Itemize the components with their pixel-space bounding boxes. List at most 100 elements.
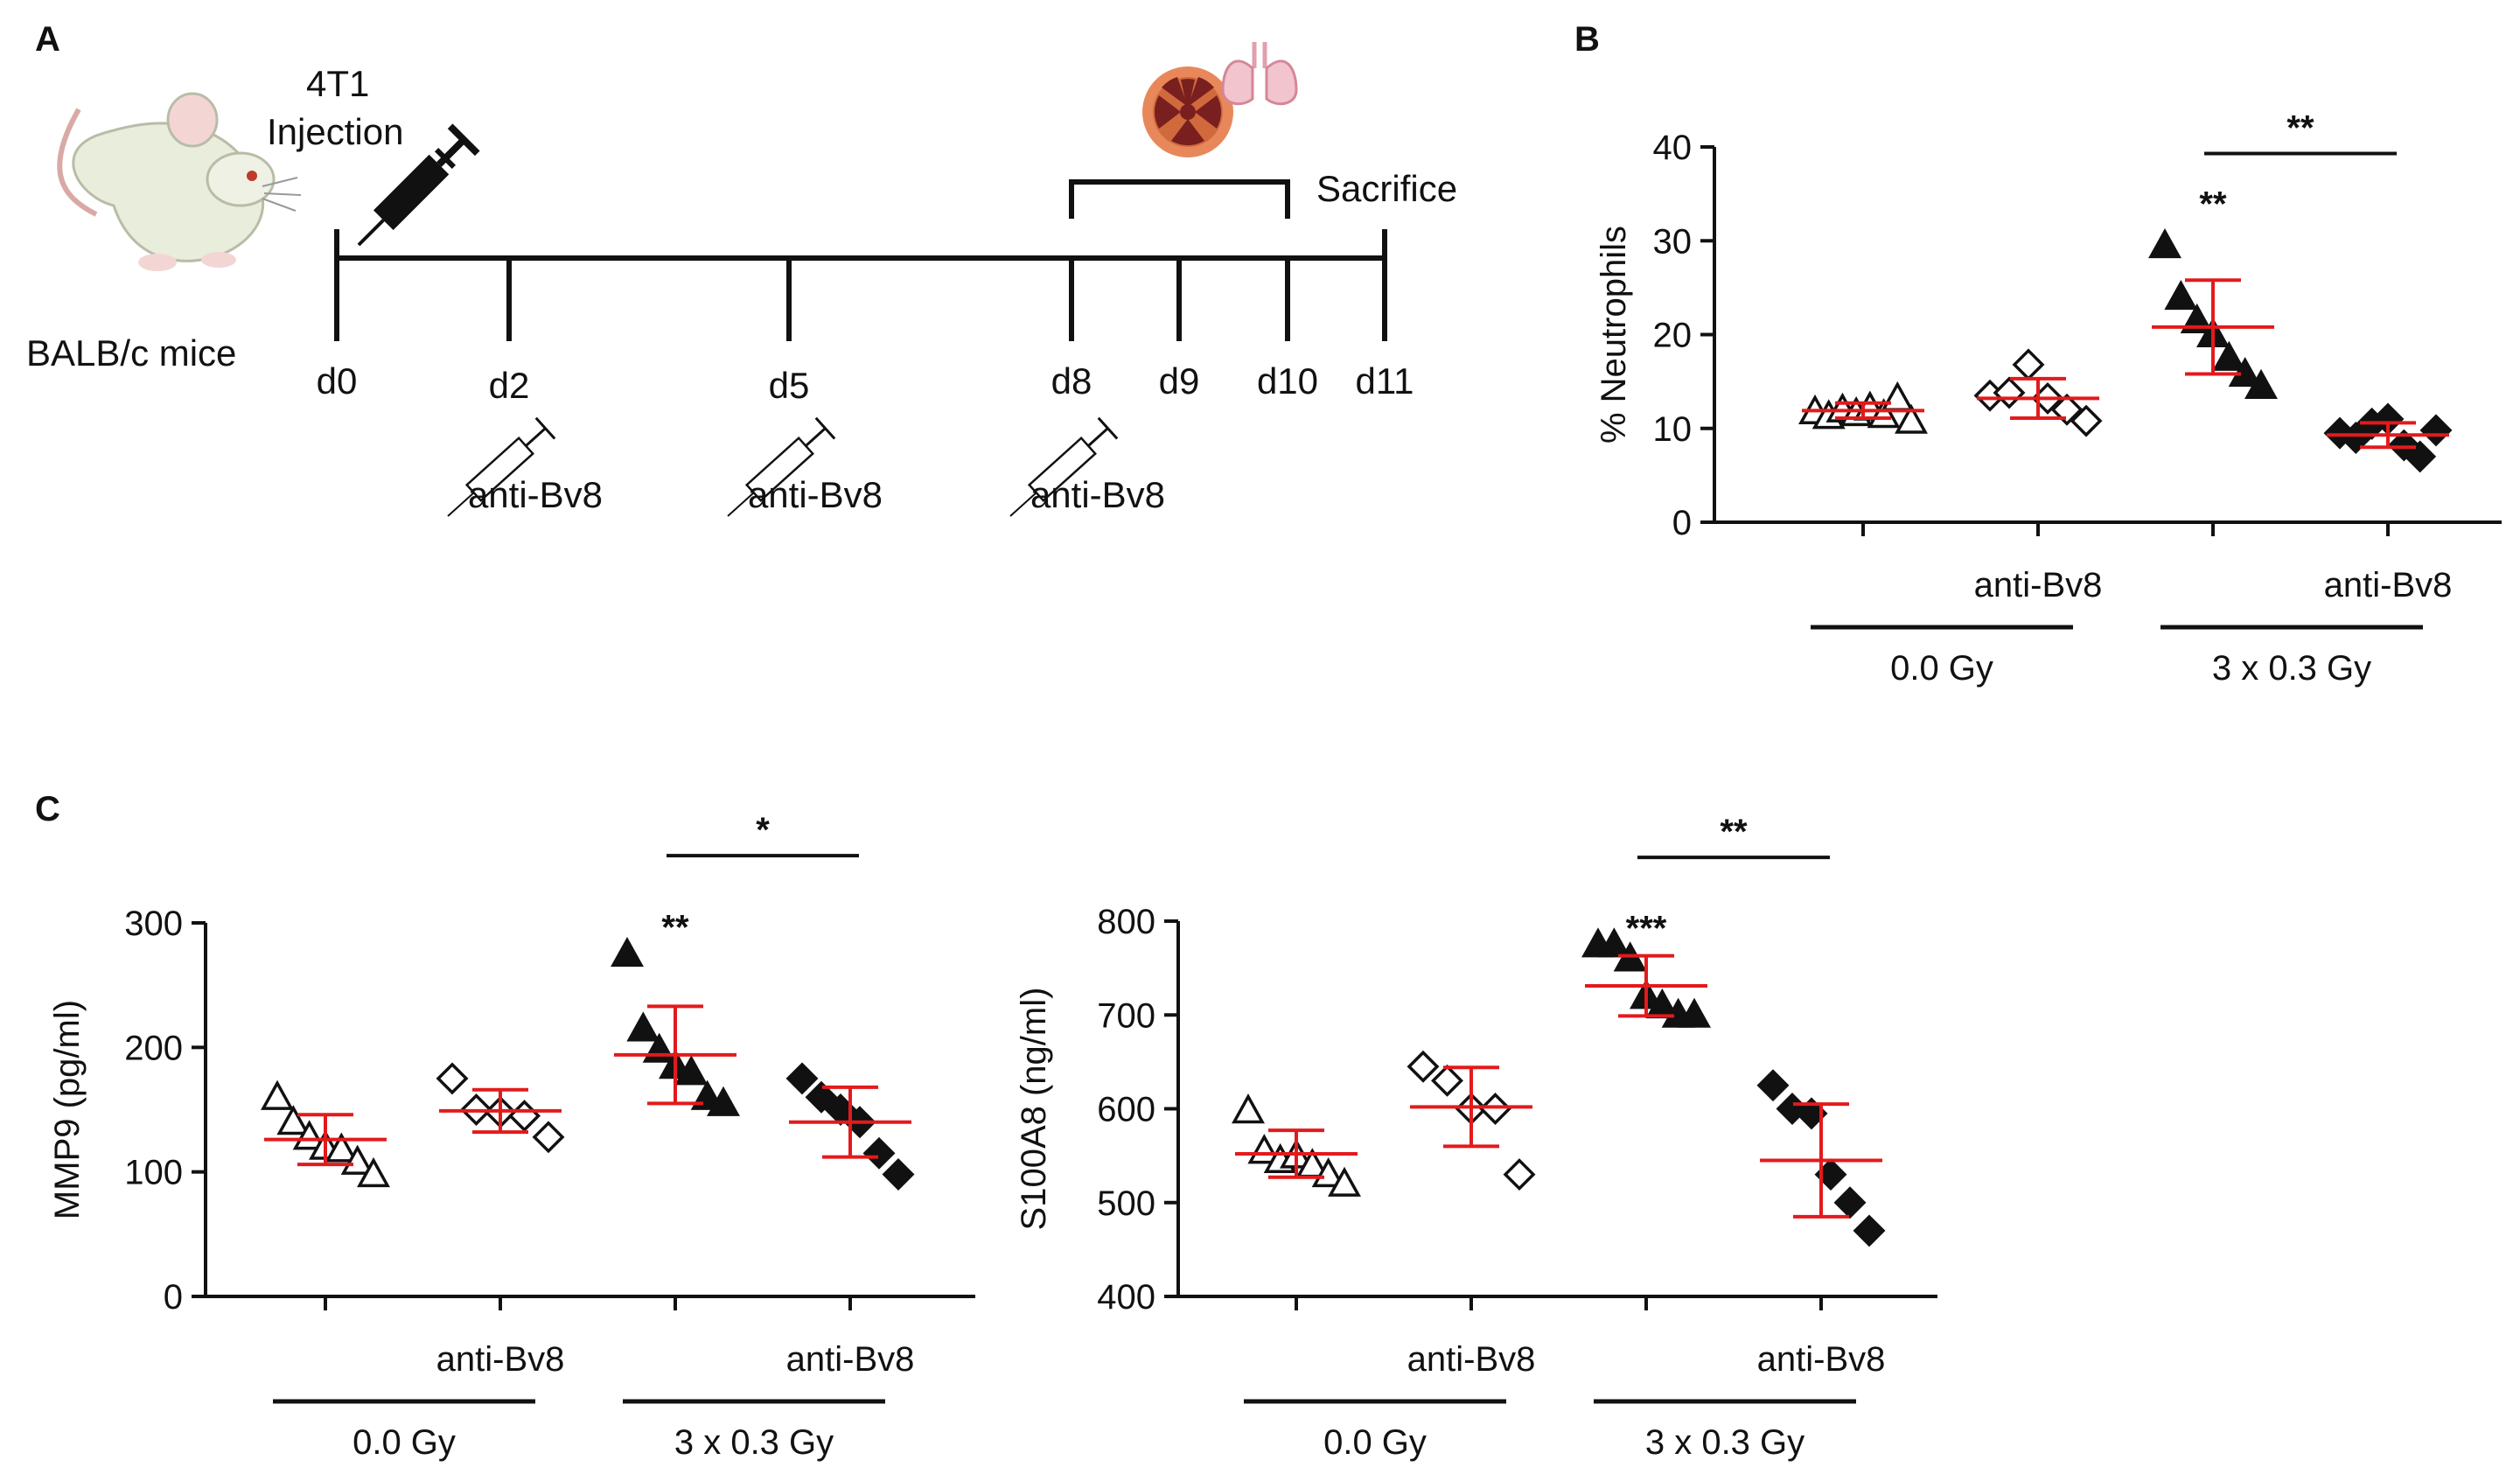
syringe-plunger-cap [814, 416, 836, 440]
b-data-point [2164, 279, 2198, 311]
syringe-icon [357, 123, 480, 247]
syringe-needle [727, 492, 755, 517]
treatment-label-d5: anti-Bv8 [748, 474, 883, 515]
panel-a-letter: A [35, 20, 60, 59]
c-left-y-axis-title: MMP9 (pg/ml) [48, 1000, 87, 1219]
lungs-icon [1221, 42, 1298, 106]
panel-a: A BALB/c mice 4T1 Injection [26, 20, 1457, 517]
b-y-tick-label: 20 [1653, 317, 1693, 355]
day-label-d8: d8 [1051, 360, 1092, 402]
b-data-point [2012, 348, 2045, 381]
syringe-plunger-cap [1097, 416, 1119, 440]
c-right-data-point [1232, 1093, 1265, 1124]
c-left-data-point [276, 1105, 311, 1135]
c-right-y-tick-label: 600 [1097, 1091, 1155, 1129]
c-right-treatment-label: anti-Bv8 [1407, 1340, 1536, 1379]
panel-b-letter: B [1574, 20, 1600, 59]
c-right-group-label: 0.0 Gy [1323, 1423, 1427, 1462]
c-left-data-point [785, 1062, 819, 1095]
c-right-data-point [1311, 1156, 1345, 1188]
syringe-plunger [525, 427, 547, 447]
c-right-y-tick-label: 500 [1097, 1184, 1155, 1223]
c-left-data-point [508, 1100, 541, 1133]
day-label-d9: d9 [1159, 360, 1200, 402]
day-label-d11: d11 [1356, 360, 1414, 402]
c-right-data-point [1853, 1214, 1886, 1247]
b-data-point [1895, 403, 1928, 434]
c-right-y-tick-label: 400 [1097, 1278, 1155, 1317]
c-left-significance-stars: ** [661, 908, 689, 947]
syringe-plunger-cap [534, 416, 556, 440]
b-data-point [1867, 398, 1901, 429]
c-right-data-point [1756, 1069, 1790, 1102]
chart-neutrophils: 0 10 20 30 40 % Neutrophils anti-Bv8 anti-Bv8 0.… [1595, 109, 2502, 688]
day-label-d5: d5 [769, 365, 810, 406]
c-right-data-point [1678, 997, 1711, 1028]
c-left-y-tick-label: 100 [124, 1154, 183, 1192]
b-y-tick-label: 0 [1672, 504, 1692, 542]
mouse-icon [57, 92, 302, 271]
day-label-d10: d10 [1257, 360, 1318, 402]
b-y-tick-label: 40 [1653, 129, 1693, 167]
b-data-point [2404, 440, 2437, 473]
c-left-data-point [626, 1011, 660, 1042]
day-label-d2: d2 [489, 365, 530, 406]
anti-bv8-syringe-icon-d8 [1009, 416, 1119, 517]
c-left-data-point [357, 1156, 390, 1188]
b-data-point [2212, 340, 2246, 371]
c-right-significance-stars: *** [1626, 910, 1667, 948]
c-left-data-point [674, 1055, 709, 1086]
c-left-data-point [261, 1079, 294, 1110]
b-y-tick-label: 10 [1653, 410, 1693, 449]
c-left-data-point [707, 1086, 740, 1116]
b-treatment-label: anti-Bv8 [2324, 566, 2453, 604]
b-y-axis-title: % Neutrophils [1595, 226, 1633, 444]
syringe-plunger [805, 427, 827, 447]
c-left-treatment-label: anti-Bv8 [436, 1340, 565, 1379]
c-left-data-point [862, 1136, 896, 1170]
b-group-label: 0.0 Gy [1890, 649, 1993, 688]
c-right-data-point [1407, 1050, 1440, 1083]
b-data-point [2244, 368, 2278, 400]
chart-mmp9: 0 100 200 300 MMP9 (pg/ml) anti-Bv8 anti-Bv8 0.… [48, 811, 975, 1462]
radiation-icon [1142, 66, 1233, 157]
c-right-y-tick-label: 700 [1097, 996, 1155, 1035]
c-right-data-point [1597, 927, 1631, 958]
syringe-plunger [1087, 427, 1109, 447]
anti-bv8-syringe-icon-d5 [727, 416, 836, 517]
chart-s100a8: 400 500 600 700 800 S100A8 (ng/ml) anti-Bv8 ant… [1015, 813, 1937, 1462]
c-left-data-point [292, 1120, 326, 1150]
treatment-label-d2: anti-Bv8 [468, 474, 603, 515]
treatment-label-d8: anti-Bv8 [1030, 474, 1165, 515]
c-right-significance-stars: ** [1720, 813, 1748, 851]
b-data-point [2419, 414, 2453, 447]
injection-label-line1: 4T1 [306, 63, 369, 104]
anti-bv8-syringe-icon-d2 [447, 416, 556, 517]
c-left-y-tick-label: 200 [124, 1029, 183, 1067]
injection-label-line2: Injection [267, 111, 403, 152]
b-treatment-label: anti-Bv8 [1974, 566, 2103, 604]
c-left-y-tick-label: 0 [164, 1278, 183, 1317]
b-y-tick-label: 30 [1653, 222, 1693, 261]
syringe-needle [447, 492, 475, 517]
c-left-data-point [882, 1158, 915, 1191]
syringe-needle [1009, 492, 1037, 517]
b-data-point [2148, 228, 2181, 259]
c-right-data-point [1503, 1158, 1536, 1191]
b-significance-stars: ** [2286, 109, 2314, 148]
c-right-group-label: 3 x 0.3 Gy [1645, 1423, 1804, 1462]
b-group-label: 3 x 0.3 Gy [2212, 649, 2371, 688]
c-left-data-point [340, 1144, 374, 1175]
c-left-data-point [805, 1080, 838, 1114]
b-data-point [1881, 381, 1915, 411]
b-significance-stars: ** [2199, 185, 2227, 223]
c-right-y-tick-label: 800 [1097, 903, 1155, 941]
c-right-data-point [1479, 1093, 1511, 1125]
c-left-group-label: 0.0 Gy [353, 1423, 456, 1462]
c-left-y-tick-label: 300 [124, 905, 183, 943]
c-right-data-point [1328, 1166, 1361, 1197]
panel-c-letter: C [35, 790, 60, 828]
sacrifice-label: Sacrifice [1316, 168, 1457, 209]
c-left-data-point [532, 1121, 565, 1154]
